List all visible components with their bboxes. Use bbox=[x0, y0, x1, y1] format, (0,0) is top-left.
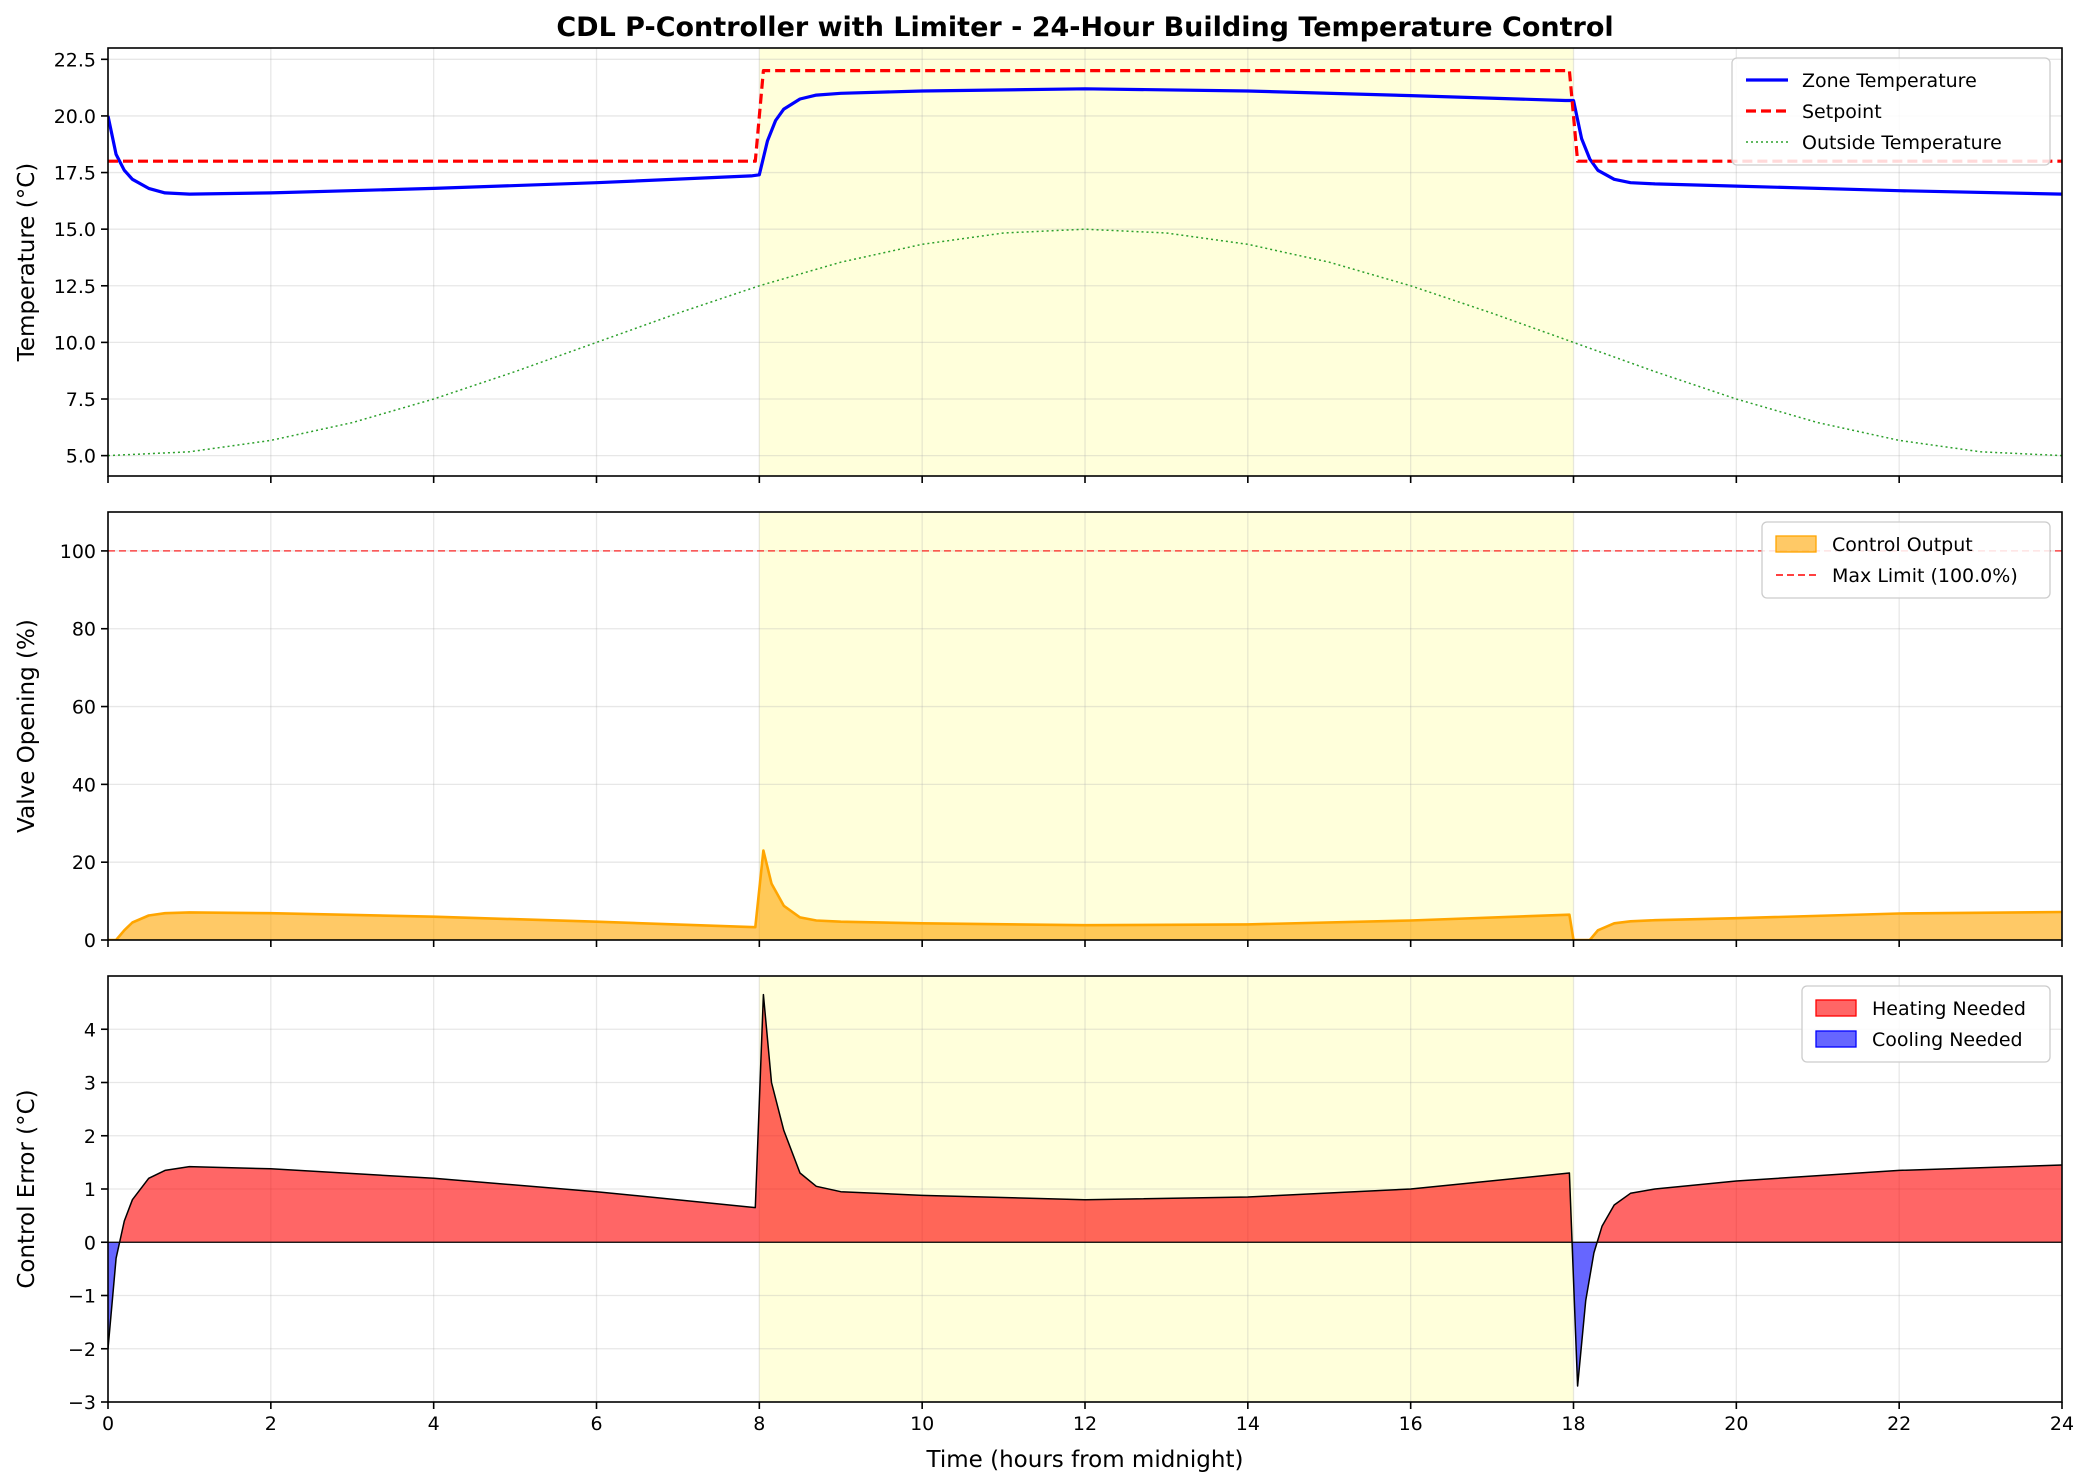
y-tick-label: 0 bbox=[84, 1232, 96, 1254]
y-tick-label: 2 bbox=[84, 1126, 96, 1148]
y-tick-label: 20.0 bbox=[54, 106, 96, 128]
series-line-outside-temperature bbox=[108, 228, 2062, 457]
control-error-panel: 0 2 4 6 8 10 12 14 16 18 20 22 24−3−2−101234Control … bbox=[14, 975, 2074, 1435]
y-tick-label: 0 bbox=[84, 930, 96, 952]
y-tick-label: −1 bbox=[68, 1286, 96, 1308]
legend-label: Zone Temperature bbox=[1802, 70, 1977, 92]
x-tick-label: 12 bbox=[1073, 1413, 1097, 1435]
legend bbox=[1801, 985, 2051, 1063]
legend bbox=[1761, 521, 2051, 599]
y-tick-label: 12.5 bbox=[54, 276, 96, 298]
series-line-setpoint bbox=[108, 68, 2062, 163]
heating-needed-area bbox=[119, 994, 1573, 1243]
control-output-line bbox=[108, 849, 2062, 940]
control-output-area bbox=[108, 850, 2062, 940]
y-tick-label: 7.5 bbox=[66, 389, 96, 411]
y-tick-label: 60 bbox=[72, 697, 96, 719]
x-axis-label: Time (hours from midnight) bbox=[926, 1447, 1244, 1473]
x-tick-label: 18 bbox=[1561, 1413, 1585, 1435]
y-tick-label: 40 bbox=[72, 774, 96, 796]
figure-title: CDL P-Controller with Limiter - 24-Hour … bbox=[556, 12, 1613, 43]
x-tick-label: 24 bbox=[2050, 1413, 2074, 1435]
x-tick-label: 0 bbox=[102, 1413, 114, 1435]
y-axis-label: Temperature (°C) bbox=[14, 163, 40, 363]
heating-needed-area bbox=[1597, 1165, 2062, 1243]
y-axis-label: Valve Opening (%) bbox=[14, 619, 40, 833]
plot-area bbox=[108, 550, 2062, 940]
y-tick-label: 5.0 bbox=[66, 446, 96, 468]
x-tick-label: 4 bbox=[428, 1413, 440, 1435]
legend-label: Heating Needed bbox=[1872, 998, 2026, 1020]
x-tick-label: 2 bbox=[265, 1413, 277, 1435]
y-tick-label: 3 bbox=[84, 1073, 96, 1095]
y-tick-label: −3 bbox=[68, 1392, 96, 1414]
y-tick-label: −2 bbox=[68, 1339, 96, 1361]
legend-swatch bbox=[1775, 535, 1817, 553]
legend-label: Outside Temperature bbox=[1802, 132, 2002, 154]
y-tick-label: 15.0 bbox=[54, 219, 96, 241]
legend-label: Setpoint bbox=[1802, 101, 1882, 123]
x-tick-label: 14 bbox=[1236, 1413, 1260, 1435]
y-tick-label: 80 bbox=[72, 619, 96, 641]
y-tick-label: 100 bbox=[60, 541, 96, 563]
occupied-period-shading bbox=[759, 48, 1574, 476]
y-axis-label: Control Error (°C) bbox=[14, 1089, 40, 1288]
control-error-line bbox=[108, 993, 2062, 1387]
x-tick-label: 10 bbox=[910, 1413, 934, 1435]
legend bbox=[1731, 57, 2051, 166]
legend-swatch bbox=[1815, 1030, 1857, 1048]
legend-swatch bbox=[1815, 999, 1857, 1017]
x-tick-label: 6 bbox=[590, 1413, 602, 1435]
y-tick-label: 17.5 bbox=[54, 163, 96, 185]
x-tick-label: 20 bbox=[1724, 1413, 1748, 1435]
y-tick-label: 20 bbox=[72, 852, 96, 874]
legend-label: Max Limit (100.0%) bbox=[1832, 565, 2018, 587]
y-tick-label: 4 bbox=[84, 1019, 96, 1041]
legend-label: Control Output bbox=[1832, 534, 1973, 556]
y-tick-label: 22.5 bbox=[54, 49, 96, 71]
y-tick-label: 10.0 bbox=[54, 332, 96, 354]
plot-area bbox=[108, 68, 2062, 457]
series-line-zone-temperature bbox=[108, 87, 2062, 196]
temperature-panel: 5.0 7.5 10.0 12.5 15.0 17.5 20.0 22.5 Temperatur… bbox=[14, 47, 2063, 483]
cooling-needed-area bbox=[1572, 1242, 1598, 1386]
plot-area bbox=[108, 993, 2062, 1387]
valve-opening-panel: 0 20 40 60 80 100 Valve Opening (%) Control Out… bbox=[14, 511, 2063, 952]
cooling-needed-area bbox=[108, 1242, 120, 1349]
x-tick-label: 16 bbox=[1399, 1413, 1423, 1435]
y-tick-label: 1 bbox=[84, 1179, 96, 1201]
x-tick-label: 22 bbox=[1887, 1413, 1911, 1435]
legend-label: Cooling Needed bbox=[1872, 1029, 2023, 1051]
occupied-period-shading bbox=[759, 512, 1574, 940]
x-tick-label: 8 bbox=[753, 1413, 765, 1435]
